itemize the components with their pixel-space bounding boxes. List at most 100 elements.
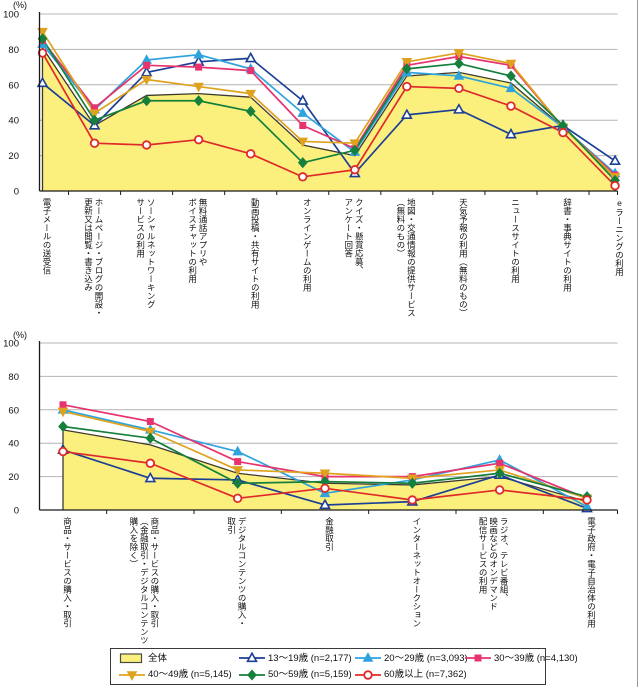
legend-item: 40～49歳 (n=5,145) [119, 669, 239, 681]
series-line [41, 31, 616, 178]
data-point-marker [232, 493, 243, 504]
category-label: 購入を除く） [129, 516, 139, 568]
data-point-marker [91, 104, 99, 112]
legend-marker-icon [119, 670, 145, 681]
data-point-marker [141, 140, 152, 150]
y-tick-label: 80 [8, 45, 19, 56]
y-tick-label: 20 [8, 472, 19, 483]
overall-area [42, 47, 616, 191]
category-label: 取引 [227, 517, 237, 535]
y-tick-label: 0 [14, 506, 19, 517]
legend-marker-shape [246, 652, 258, 663]
y-axis-unit-label: (%) [13, 0, 27, 10]
legend-item-label: 30～39歳 (n=4,130) [494, 652, 578, 664]
y-tick-label: 40 [8, 116, 19, 127]
overall-area [63, 429, 587, 510]
legend-marker-shape [247, 669, 257, 681]
data-point-marker [582, 495, 592, 505]
data-point-marker [193, 82, 204, 93]
category-label: デジタルコンテンツの購入・ [237, 516, 247, 627]
legend-item: 50～59歳 (n=5,159) [239, 669, 355, 681]
legend-marker-icon [355, 670, 381, 680]
data-point-marker [299, 122, 307, 130]
category-label: 天気予報の利用（無料のもの） [458, 198, 468, 317]
data-point-marker [57, 407, 69, 418]
data-point-marker [402, 81, 412, 92]
data-point-marker [296, 94, 309, 105]
series-line [41, 38, 616, 181]
data-point-marker [193, 134, 204, 145]
series-line [41, 43, 616, 174]
data-point-marker [145, 458, 156, 468]
data-point-marker [454, 58, 464, 70]
data-point-marker [146, 417, 154, 425]
data-point-marker [494, 467, 505, 479]
data-point-marker [506, 70, 516, 82]
data-point-marker [401, 63, 412, 75]
data-point-marker [407, 477, 418, 489]
data-point-marker [193, 95, 204, 107]
data-point-marker [505, 127, 517, 139]
category-label: アンケート回答 [344, 198, 354, 258]
legend-item: 30～39歳 (n=4,130) [465, 652, 578, 664]
category-label: ボイスチャットの利用 [188, 198, 198, 284]
data-point-marker [349, 139, 361, 150]
y-tick-label: 0 [14, 187, 19, 198]
legend-item: 全体 [119, 652, 239, 664]
data-point-marker [401, 57, 413, 68]
data-point-marker [58, 446, 68, 457]
category-label: クイズ・懸賞応募、 [354, 198, 364, 275]
data-point-marker [494, 485, 505, 495]
category-label: ソーシャルネットワーキング [146, 198, 156, 309]
legend-marker-icon [239, 652, 265, 663]
y-tick-label: 100 [3, 339, 19, 350]
legend-area-swatch [119, 653, 143, 664]
data-point-marker [232, 477, 243, 489]
category-label: 地図・交通情報の提供サービス [406, 197, 416, 317]
data-point-marker [89, 109, 100, 119]
data-point-marker [195, 63, 203, 71]
legend-item-label: 13～19歳 (n=2,177) [268, 652, 352, 664]
category-label: 電子メールの送受信 [42, 198, 52, 275]
data-point-marker [37, 48, 48, 58]
data-point-marker [320, 483, 330, 493]
image-right-border [637, 0, 638, 687]
legend-item-label: 20～29歳 (n=3,093) [384, 652, 468, 664]
series-line [41, 52, 616, 187]
legend-marker-icon [355, 652, 381, 663]
data-point-marker [36, 76, 49, 88]
data-point-marker [247, 67, 255, 75]
category-label: 金融取引 [324, 516, 334, 552]
legend-item-label: 50～59歳 (n=5,159) [268, 669, 352, 680]
data-point-marker [144, 471, 157, 483]
data-point-marker [505, 59, 517, 70]
category-label: 配信サービスの利用 [478, 517, 488, 594]
category-label: 辞書・事典サイトの利用 [563, 197, 573, 292]
data-point-marker [610, 180, 620, 191]
category-label: eラーニングの利用 [615, 198, 625, 277]
data-point-marker [245, 149, 256, 159]
data-point-marker [298, 172, 308, 182]
category-label: （無料のもの） [396, 198, 406, 258]
category-label: ラジオ、テレビ番組、 [499, 517, 509, 602]
usage-chart-bottom: 0 20 40 60 80 100(%) 商品・サービスの購入・取引 商品・サービスの購入・取… [3, 330, 618, 645]
legend-marker-icon [239, 669, 265, 681]
data-point-marker [297, 107, 309, 117]
data-point-marker [319, 469, 331, 480]
data-point-marker [453, 70, 465, 80]
legend-marker-shape [474, 654, 482, 662]
data-point-marker [319, 498, 331, 510]
legend-marker-shape [362, 652, 374, 663]
data-point-marker [349, 144, 360, 156]
data-point-marker [350, 165, 360, 175]
data-point-marker [297, 137, 309, 148]
legend-item-label: 40～49歳 (n=5,145) [148, 669, 232, 680]
data-point-marker [505, 82, 517, 93]
data-point-marker [141, 95, 152, 107]
legend-marker-shape [126, 670, 138, 681]
data-point-marker [145, 432, 156, 444]
data-point-marker [234, 458, 242, 466]
data-point-marker [58, 420, 68, 433]
legend-marker-shape [363, 670, 373, 680]
